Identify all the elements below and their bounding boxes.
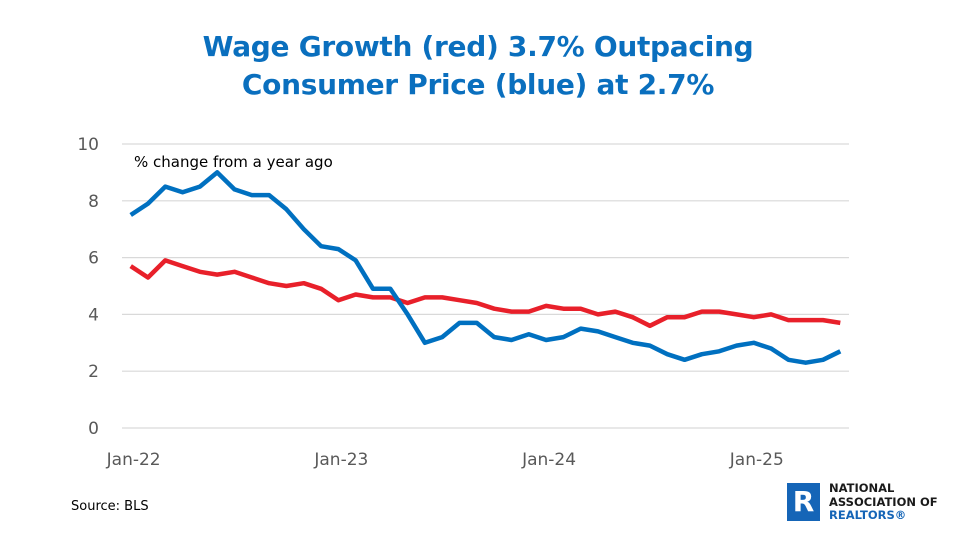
series-wage-growth bbox=[129, 258, 841, 329]
x-tick-label: Jan-25 bbox=[729, 450, 784, 470]
logo-line-2: ASSOCIATION OF bbox=[829, 494, 938, 509]
series-consumer-price bbox=[129, 170, 842, 365]
chart-title-line-1: Wage Growth (red) 3.7% Outpacing bbox=[202, 30, 754, 63]
logo-line-1: NATIONAL bbox=[829, 481, 895, 495]
nar-logo: R NATIONAL ASSOCIATION OF REALTORS® bbox=[787, 481, 947, 525]
x-axis: Jan-22 Jan-23 Jan-24 Jan-25 bbox=[106, 450, 784, 470]
y-tick-label: 8 bbox=[88, 192, 99, 212]
y-axis: 0 2 4 6 8 10 bbox=[77, 135, 99, 439]
realtor-r-icon: R bbox=[787, 483, 820, 521]
chart-title-line-2: Consumer Price (blue) at 2.7% bbox=[241, 68, 715, 101]
x-tick-label: Jan-24 bbox=[521, 450, 576, 470]
y-tick-label: 10 bbox=[77, 135, 99, 155]
y-tick-label: 4 bbox=[88, 305, 99, 325]
y-tick-label: 0 bbox=[88, 419, 99, 439]
logo-text: NATIONAL ASSOCIATION OF REALTORS® bbox=[829, 481, 938, 523]
y-tick-label: 2 bbox=[88, 362, 99, 382]
x-tick-label: Jan-23 bbox=[313, 450, 368, 470]
x-tick-label: Jan-22 bbox=[106, 450, 161, 470]
logo-line-3: REALTORS® bbox=[829, 508, 907, 522]
series-line bbox=[129, 170, 842, 365]
series-line bbox=[129, 258, 841, 329]
chart-annotation: % change from a year ago bbox=[134, 153, 333, 171]
series-group bbox=[129, 170, 842, 365]
y-tick-label: 6 bbox=[88, 249, 99, 269]
source-note: Source: BLS bbox=[71, 499, 149, 514]
chart-title: Wage Growth (red) 3.7% Outpacing Consume… bbox=[0, 28, 956, 104]
